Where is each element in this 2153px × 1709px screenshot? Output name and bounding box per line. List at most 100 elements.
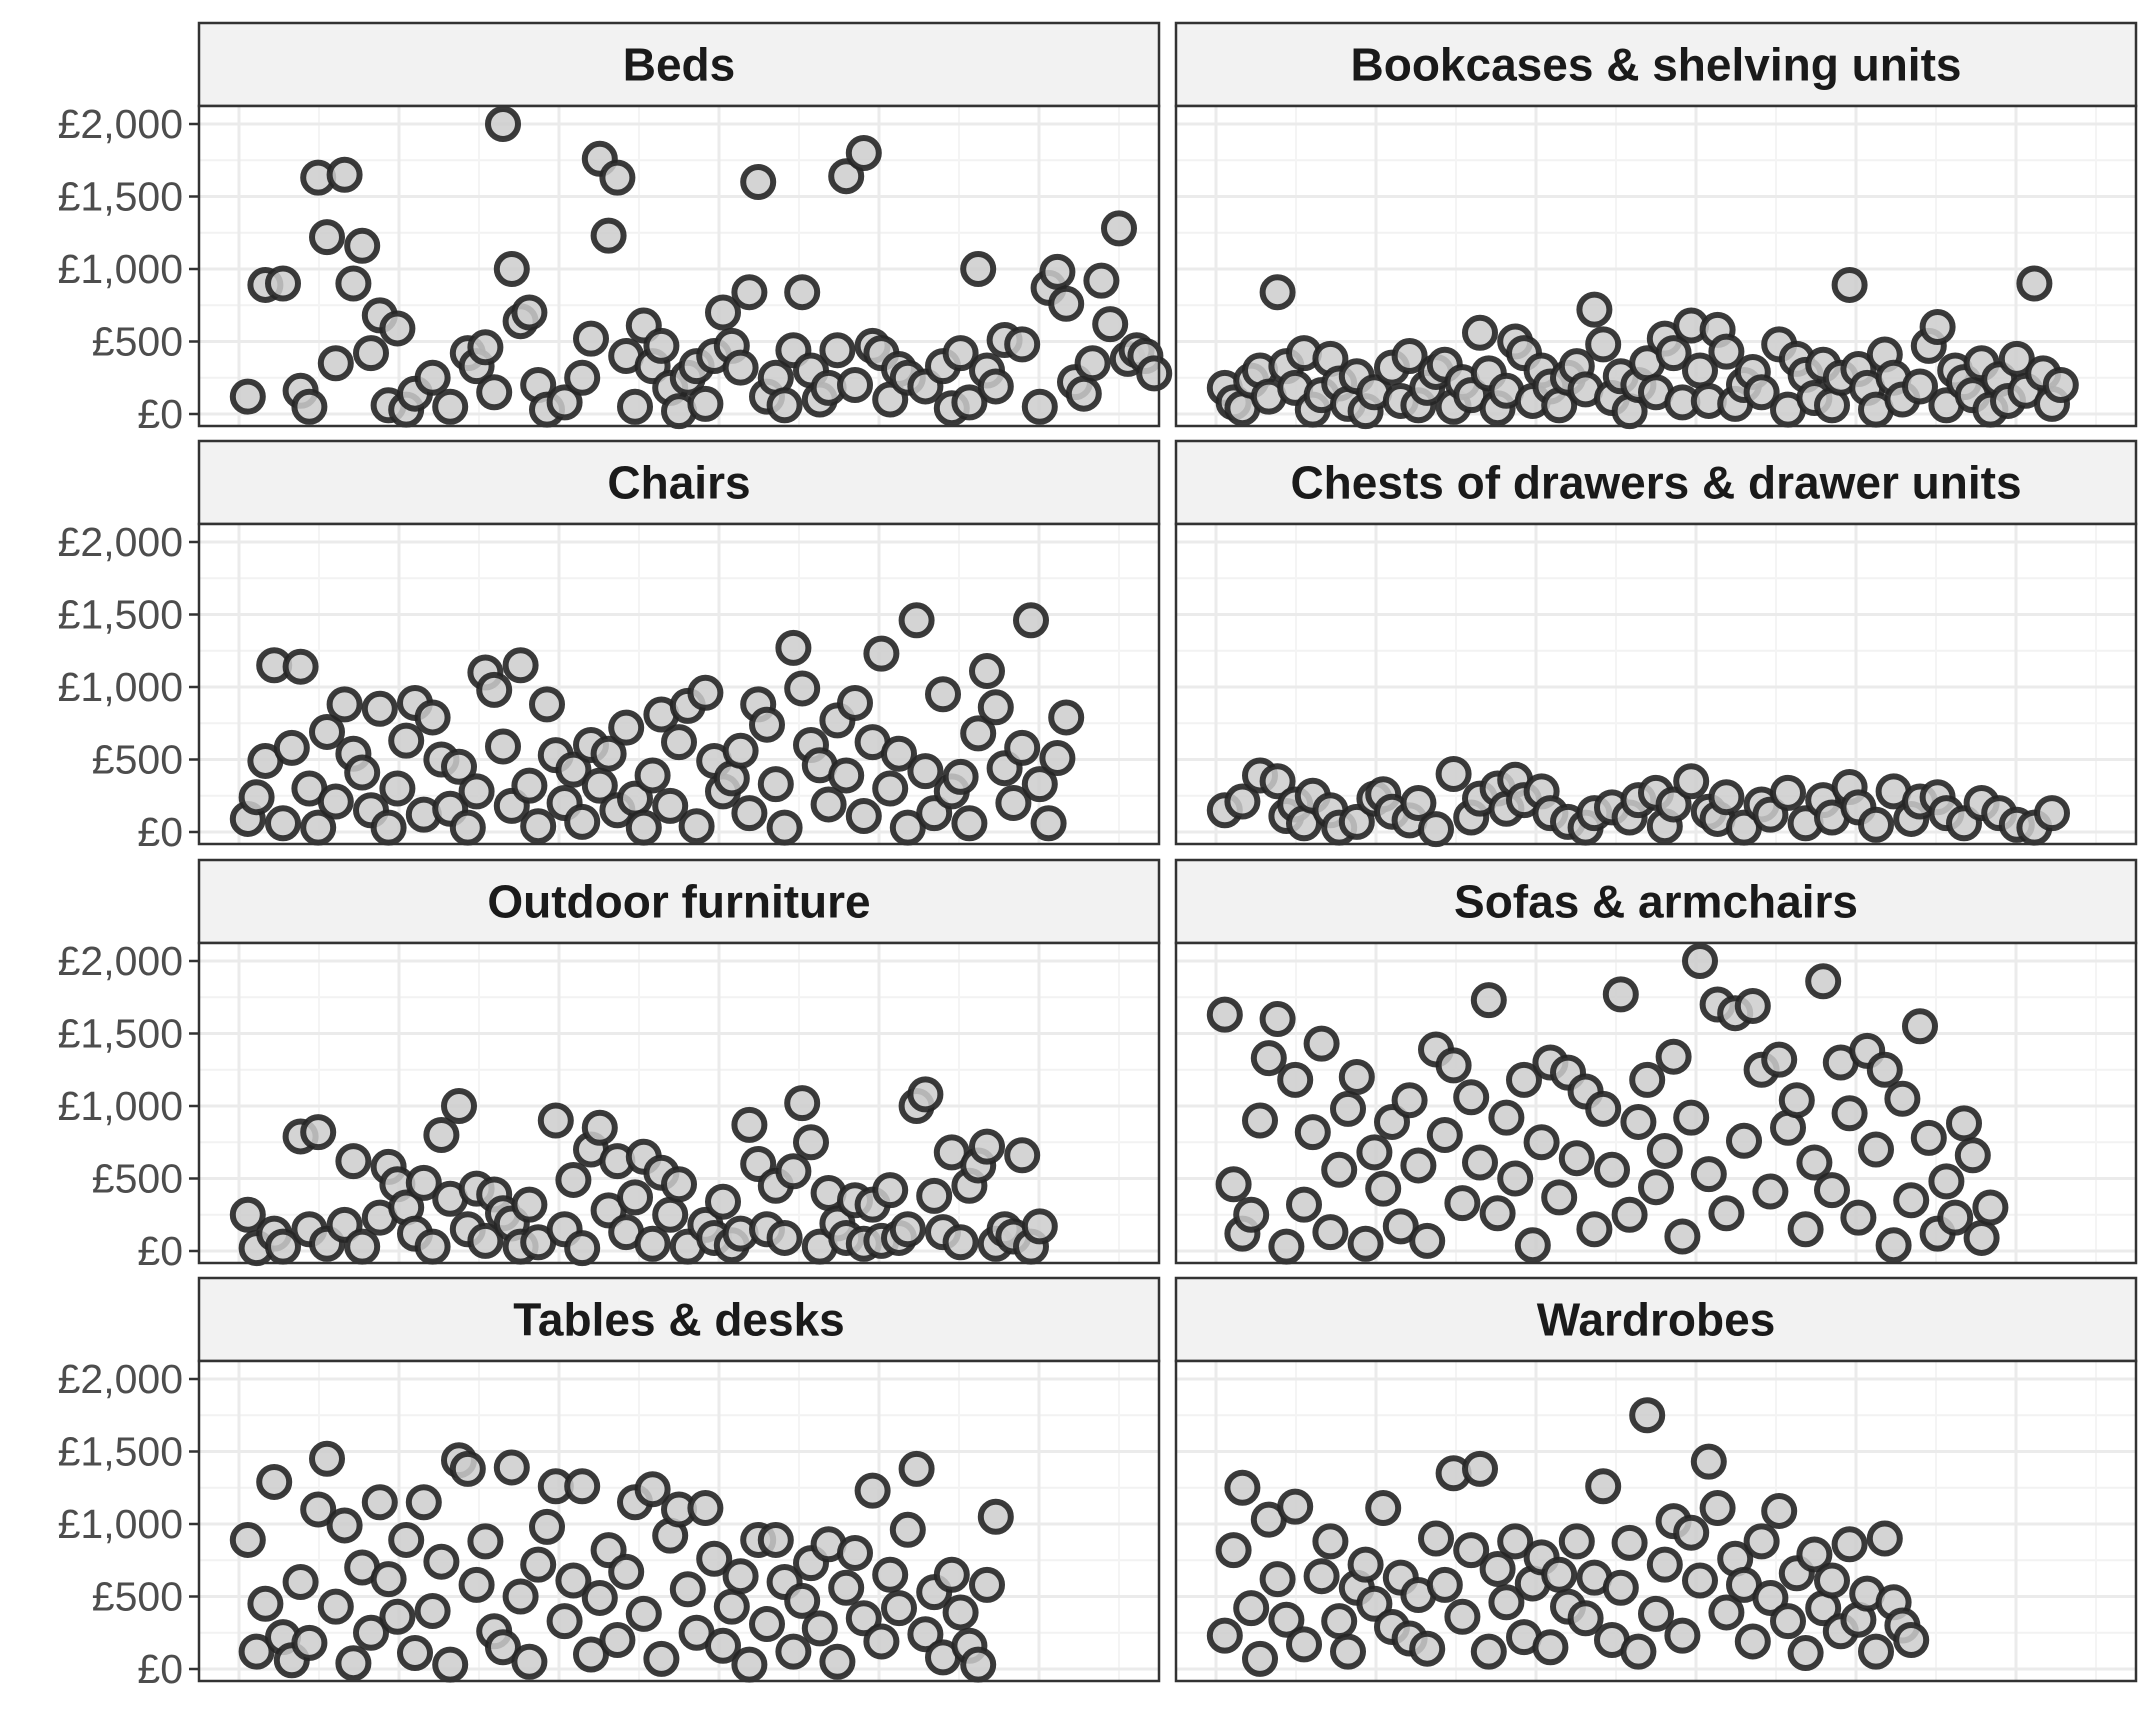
data-point: [1453, 1532, 1490, 1569]
panel-border: [197, 1359, 1161, 1683]
data-point: [467, 329, 504, 366]
data-point: [529, 1508, 565, 1545]
data-point: [1866, 1520, 1903, 1557]
data-point: [1101, 210, 1137, 247]
data-point: [1303, 1558, 1340, 1595]
data-point: [1726, 1122, 1762, 1159]
data-point: [1558, 1140, 1595, 1177]
data-point: [388, 722, 425, 759]
facet-strip: [1174, 1276, 2138, 1363]
data-point: [977, 689, 1014, 726]
data-point: [1831, 1526, 1868, 1563]
data-point: [837, 1535, 873, 1571]
data-point: [511, 294, 548, 331]
data-point: [1620, 1103, 1657, 1140]
data-point: [1690, 1443, 1727, 1480]
data-point: [379, 770, 416, 807]
data-point: [1409, 1222, 1446, 1259]
data-point: [1638, 1595, 1674, 1632]
data-point: [247, 1585, 284, 1622]
data-point: [2016, 265, 2053, 302]
data-point: [1655, 786, 1692, 823]
points-layer: [1206, 1397, 1930, 1677]
data-point: [1858, 1633, 1894, 1670]
data-point: [881, 1590, 917, 1627]
y-tick-label: £500: [92, 737, 183, 783]
data-point: [265, 805, 301, 842]
y-tick-label: £1,500: [58, 174, 183, 220]
facet-title: Chairs: [607, 457, 750, 509]
data-point: [1752, 1173, 1789, 1210]
data-point: [1004, 1137, 1041, 1174]
data-point: [661, 724, 697, 761]
data-point: [1664, 1218, 1701, 1255]
data-point: [1277, 1061, 1314, 1098]
data-point: [898, 602, 935, 639]
data-point: [1065, 375, 1102, 412]
data-point: [731, 1646, 768, 1683]
data-point: [581, 1109, 618, 1146]
data-point: [485, 728, 521, 765]
data-point: [511, 1186, 548, 1223]
data-point: [458, 1566, 495, 1603]
data-point: [1831, 1095, 1868, 1132]
data-point: [1629, 1397, 1666, 1434]
data-point: [1242, 1102, 1278, 1139]
y-tick-label: £2,000: [58, 519, 183, 565]
data-point: [1039, 253, 1076, 290]
data-point: [414, 699, 451, 736]
data-point: [1497, 1160, 1534, 1197]
data-point: [1330, 1633, 1366, 1670]
facet-title: Beds: [623, 39, 735, 91]
data-point: [608, 709, 645, 746]
data-point: [801, 1610, 838, 1647]
data-point: [731, 795, 768, 832]
y-tick-label: £0: [137, 391, 183, 437]
data-point: [872, 1172, 909, 1209]
panel-border: [1174, 522, 2138, 846]
data-point: [1594, 1151, 1630, 1188]
data-point: [502, 1578, 539, 1615]
y-tick-label: £1,500: [58, 592, 183, 638]
data-point: [995, 785, 1032, 821]
data-point: [476, 671, 513, 708]
data-point: [749, 1606, 785, 1643]
data-point: [845, 798, 882, 835]
data-point: [1910, 1119, 1947, 1156]
data-point: [678, 808, 715, 845]
data-point: [485, 1629, 521, 1666]
data-point: [1664, 1617, 1701, 1654]
facet-strip: [197, 439, 1161, 526]
data-point: [1039, 740, 1076, 777]
facet-panel: Beds £0 £500 £1,000 £1,500 £2,000: [58, 21, 1201, 437]
data-point: [872, 1556, 909, 1593]
data-point: [1048, 699, 1085, 736]
data-point: [1312, 1214, 1349, 1251]
data-point: [1998, 340, 2035, 377]
data-point: [977, 368, 1014, 405]
facet-strip: [1174, 439, 2138, 526]
data-point: [379, 310, 416, 347]
data-point: [925, 676, 961, 713]
data-point: [1224, 1469, 1261, 1506]
data-point: [898, 1450, 935, 1487]
data-point: [590, 217, 627, 254]
data-point: [1277, 1488, 1314, 1525]
data-point: [1215, 1532, 1252, 1569]
data-point: [1655, 335, 1692, 372]
data-point: [1902, 1008, 1938, 1045]
data-point: [1576, 291, 1613, 328]
points-layer: [1206, 265, 2079, 430]
data-point: [1646, 1132, 1683, 1169]
data-point: [441, 748, 477, 785]
data-point: [1761, 1492, 1798, 1529]
data-point: [238, 779, 275, 816]
y-tick-label: £2,000: [58, 101, 183, 147]
points-layer: [229, 106, 1173, 430]
data-point: [1946, 1105, 1982, 1142]
data-point: [229, 378, 266, 415]
data-point: [1206, 996, 1243, 1033]
data-point: [1541, 1556, 1578, 1593]
data-point: [1286, 1626, 1322, 1663]
